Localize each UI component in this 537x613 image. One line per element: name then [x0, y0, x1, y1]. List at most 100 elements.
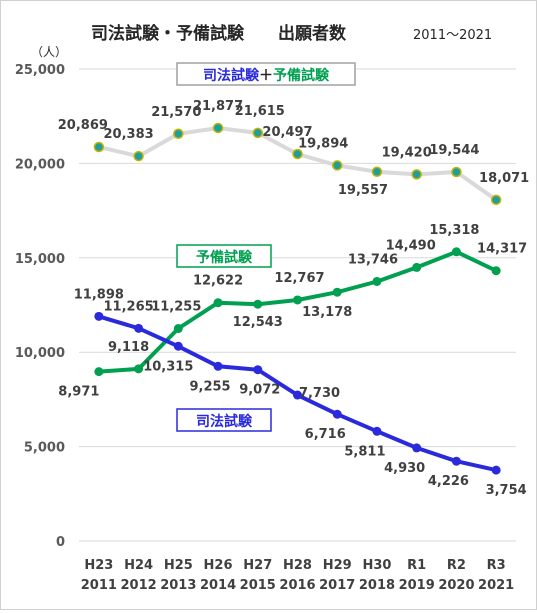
y-tick-label: 20,000 [15, 157, 65, 172]
data-label-yobi: 9,118 [108, 340, 149, 355]
data-point-yobi [213, 298, 223, 308]
data-label-yobi: 13,746 [348, 252, 398, 267]
x-tick-label-year: 2020 [438, 578, 474, 593]
data-label-shiho: 9,072 [239, 383, 280, 398]
data-point-total [252, 127, 264, 139]
data-point-shiho [293, 390, 302, 400]
x-tick-label-era: H26 [204, 558, 233, 573]
data-point-total [331, 160, 343, 171]
legend-total-part2: 予備試験 [273, 67, 330, 84]
x-tick-label-era: H27 [243, 558, 272, 573]
y-tick-label: 25,000 [15, 63, 65, 78]
y-axis-unit-label: （人） [31, 45, 67, 59]
x-tick-label-year: 2017 [319, 578, 355, 593]
data-point-yobi [412, 262, 422, 272]
data-point-yobi [293, 295, 302, 305]
x-tick-label-year: 2013 [160, 578, 196, 593]
data-point-shiho [173, 341, 183, 351]
x-tick-label-year: 2011 [81, 578, 117, 593]
data-point-shiho [412, 443, 422, 453]
data-label-total: 18,071 [479, 171, 529, 186]
data-point-yobi [94, 367, 104, 377]
data-label-shiho: 6,716 [305, 427, 346, 442]
x-tick-label-year: 2019 [399, 578, 435, 593]
legend-yobi: 予備試験 [176, 244, 272, 268]
y-tick-label: 15,000 [15, 252, 65, 267]
data-label-total: 20,869 [58, 118, 108, 133]
data-point-shiho [332, 409, 342, 419]
legend-total-part1: 司法試験 [203, 67, 260, 84]
x-tick-label-era: R1 [407, 558, 426, 573]
data-point-shiho [451, 456, 461, 466]
data-label-shiho: 4,930 [384, 461, 425, 476]
legend-total-box [176, 62, 356, 86]
data-point-yobi [134, 364, 144, 374]
x-tick-label-year: 2014 [200, 578, 236, 593]
data-label-yobi: 12,543 [233, 315, 283, 330]
data-label-yobi: 12,767 [274, 271, 324, 286]
data-label-shiho: 7,730 [299, 386, 340, 401]
x-tick-label-year: 2021 [478, 578, 514, 593]
chart-title: 司法試験・予備試験 出願者数 [91, 23, 347, 44]
data-point-yobi [451, 247, 461, 257]
data-label-yobi: 14,490 [386, 238, 436, 253]
x-tick-label-year: 2016 [279, 578, 315, 593]
legend-yobi-label: 予備試験 [196, 249, 253, 266]
data-point-total [212, 122, 224, 134]
data-point-total [411, 169, 422, 180]
legend-total-label: 司法試験＋予備試験 [203, 67, 330, 84]
data-label-total: 19,420 [382, 145, 432, 160]
x-tick-label-era: H25 [164, 558, 193, 573]
chart-subtitle: 2011～2021 [413, 28, 492, 43]
data-label-shiho: 10,315 [143, 359, 193, 374]
data-label-shiho: 11,265 [104, 299, 154, 314]
x-tick-label-era: H29 [323, 558, 352, 573]
x-tick-label-year: 2012 [120, 578, 156, 593]
x-tick-label-era: H23 [84, 558, 113, 573]
data-label-total: 19,544 [429, 143, 479, 158]
data-label-shiho: 9,255 [189, 379, 230, 394]
data-point-shiho [253, 365, 263, 375]
data-label-yobi: 13,178 [302, 305, 352, 320]
data-point-yobi [253, 299, 263, 309]
legend-shiho-label: 司法試験 [196, 413, 253, 430]
data-label-total: 20,383 [104, 127, 154, 142]
data-label-total: 21,570 [151, 105, 201, 120]
data-point-shiho [491, 465, 501, 475]
legend-shiho: 司法試験 [176, 408, 272, 432]
data-label-total: 19,557 [338, 183, 388, 198]
legend-yobi-box [176, 244, 272, 268]
data-point-shiho [94, 311, 104, 321]
legend-total: 司法試験＋予備試験 [176, 62, 356, 86]
data-label-shiho: 5,811 [344, 444, 385, 459]
data-label-total: 21,877 [193, 99, 243, 114]
y-tick-label: 5,000 [24, 441, 65, 456]
data-point-yobi [332, 287, 342, 297]
x-tick-label-year: 2018 [359, 578, 395, 593]
data-point-yobi [372, 276, 382, 286]
data-point-yobi [491, 266, 501, 276]
y-tick-label: 10,000 [15, 346, 65, 361]
x-tick-label-year: 2015 [240, 578, 276, 593]
data-point-total [371, 166, 383, 178]
data-point-yobi [173, 324, 183, 334]
data-point-total [292, 148, 303, 160]
data-label-total: 19,894 [298, 136, 348, 151]
x-tick-label-era: H24 [124, 558, 153, 573]
data-label-yobi: 11,255 [151, 300, 201, 315]
data-label-total: 21,615 [235, 104, 285, 119]
x-tick-label-era: R2 [447, 558, 466, 573]
x-tick-label-era: R3 [487, 558, 506, 573]
data-point-shiho [213, 361, 223, 371]
y-tick-label: 0 [56, 535, 65, 550]
data-point-shiho [134, 323, 144, 333]
data-label-shiho: 3,754 [486, 483, 527, 498]
data-label-yobi: 12,622 [193, 274, 243, 289]
x-tick-label-era: H28 [283, 558, 312, 573]
data-label-yobi: 14,317 [477, 242, 527, 257]
data-point-total [490, 194, 502, 206]
data-label-yobi: 8,971 [58, 385, 99, 400]
legend-total-plus: ＋ [259, 68, 273, 84]
